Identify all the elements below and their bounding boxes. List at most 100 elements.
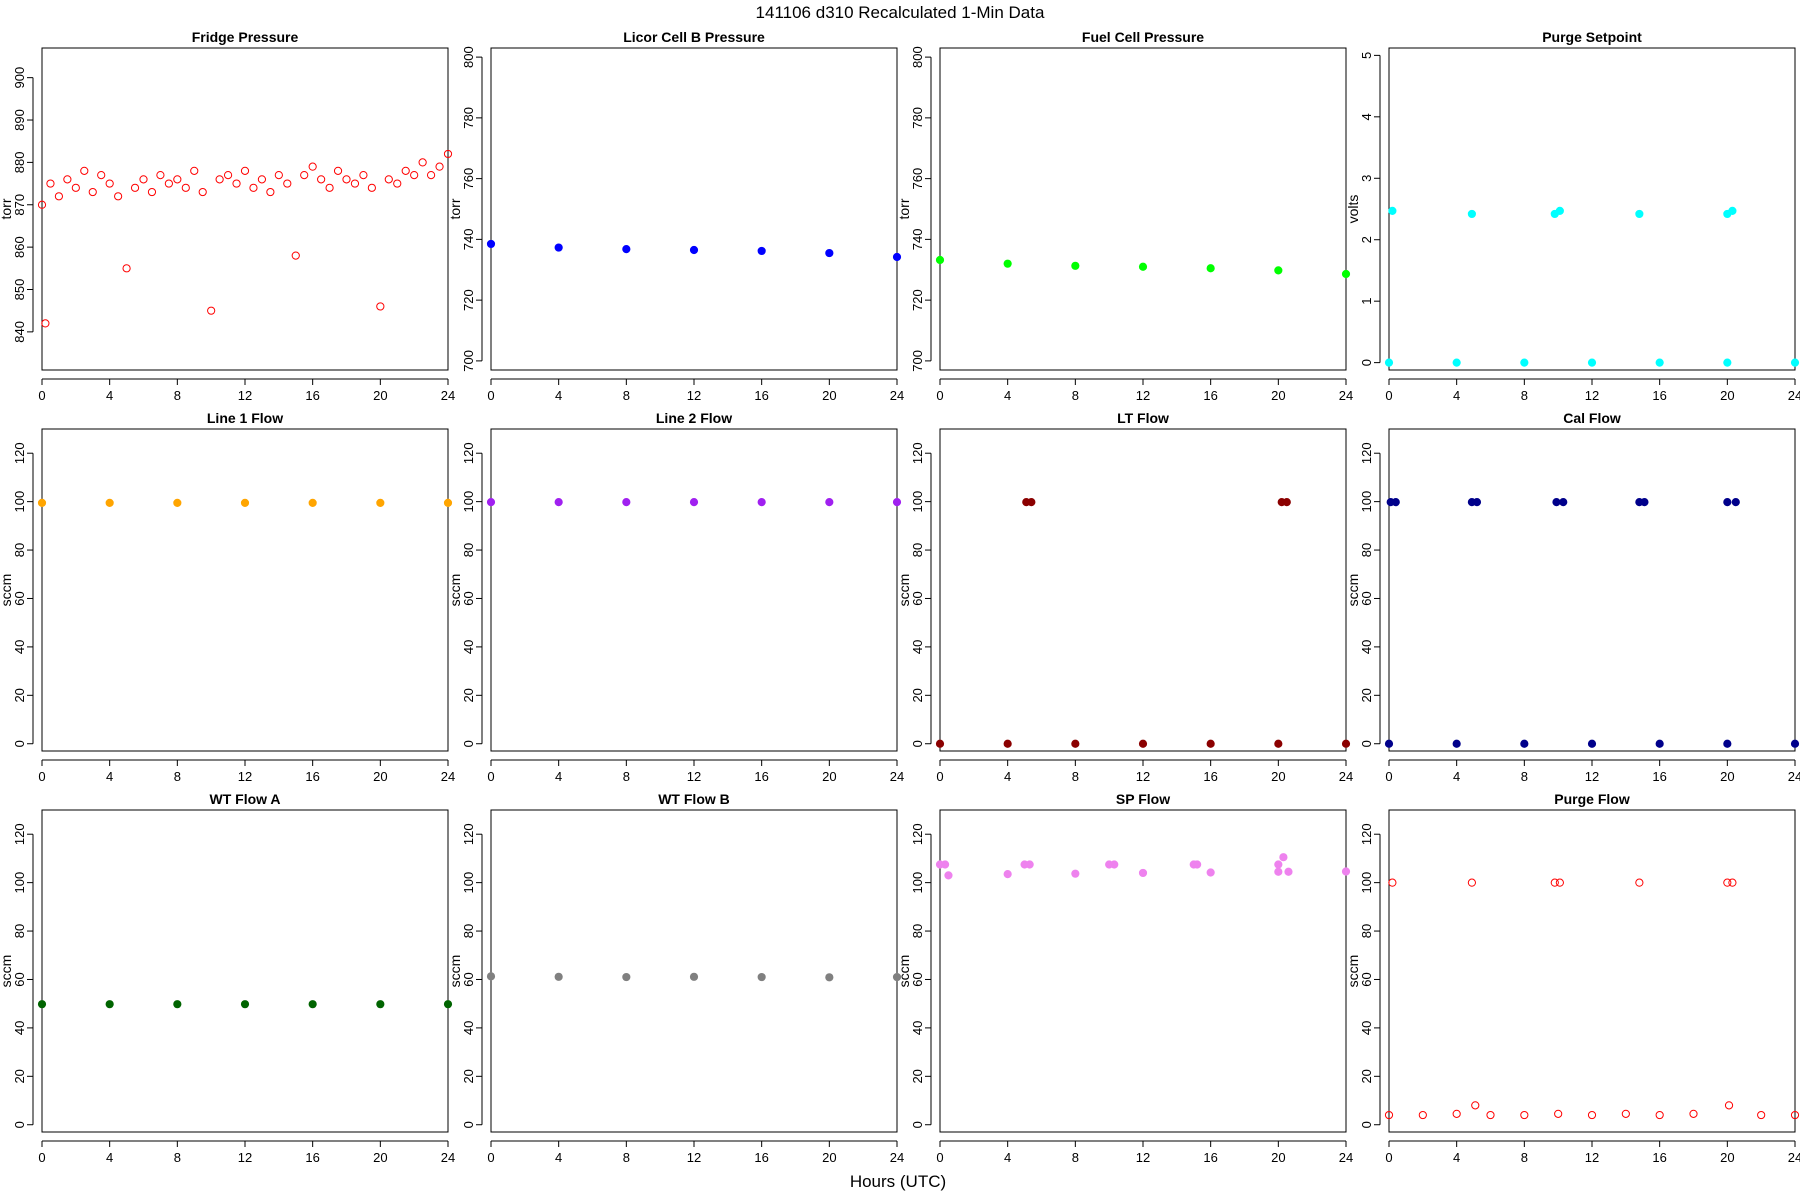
x-tick-label: 4	[106, 1150, 113, 1165]
data-point	[325, 183, 334, 192]
y-tick-label: 40	[461, 1021, 476, 1035]
x-tick-label: 4	[555, 769, 562, 784]
data-point	[1071, 869, 1080, 878]
data-point	[257, 175, 267, 184]
data-point	[1587, 739, 1597, 748]
data-point	[317, 175, 326, 184]
data-point	[1388, 206, 1397, 215]
data-point	[892, 972, 902, 982]
y-axis-label: sccm	[447, 574, 463, 607]
data-point	[1587, 1110, 1597, 1120]
data-point	[1621, 1109, 1630, 1118]
x-tick-label: 12	[1136, 769, 1150, 784]
y-tick-label: 700	[461, 350, 476, 372]
y-tick-label: 80	[910, 543, 925, 557]
x-tick-label: 8	[1072, 1150, 1079, 1165]
y-tick-label: 100	[910, 491, 925, 513]
x-tick-label: 0	[936, 388, 943, 403]
data-point	[105, 179, 114, 188]
y-tick-label: 2	[1359, 236, 1374, 243]
y-tick-label: 780	[461, 107, 476, 129]
data-point	[342, 175, 351, 184]
x-tick-label: 24	[1788, 388, 1800, 403]
x-tick-label: 0	[487, 388, 494, 403]
x-tick-label: 8	[623, 388, 630, 403]
y-tick-label: 840	[12, 321, 27, 343]
y-tick-label: 3	[1359, 175, 1374, 182]
y-tick-label: 780	[910, 107, 925, 129]
data-point	[376, 302, 385, 311]
y-tick-label: 1	[1359, 298, 1374, 305]
y-tick-label: 740	[461, 229, 476, 251]
series-1	[37, 1000, 453, 1009]
y-tick-label: 0	[12, 1121, 27, 1128]
y-axis-label: sccm	[1345, 955, 1361, 988]
data-point	[1452, 358, 1461, 367]
series-1	[486, 498, 902, 507]
y-tick-label: 0	[461, 1121, 476, 1128]
panel-fuel-cell-pressure: Fuel Cell Pressure torr 0 4 8 12 16 20 24 700 720 7…	[896, 29, 1353, 403]
y-tick-label: 60	[12, 591, 27, 605]
data-point	[1635, 209, 1644, 219]
y-tick-label: 60	[461, 972, 476, 986]
data-point	[1388, 878, 1397, 887]
data-point	[1384, 739, 1394, 748]
data-point	[181, 183, 190, 192]
x-tick-label: 8	[174, 769, 181, 784]
panel-title: Line 2 Flow	[656, 410, 732, 426]
panel-title: Fridge Pressure	[192, 29, 299, 45]
x-tick-label: 0	[487, 1150, 494, 1165]
data-point	[1284, 867, 1293, 876]
data-point	[215, 175, 224, 184]
x-tick-label: 16	[754, 388, 768, 403]
data-point	[207, 306, 216, 315]
x-tick-label: 8	[623, 1150, 630, 1165]
plot-frame	[1388, 428, 1796, 752]
plot-frame	[490, 428, 898, 752]
data-point	[401, 166, 410, 175]
x-tick-label: 12	[1585, 769, 1599, 784]
x-tick-label: 12	[238, 1150, 252, 1165]
data-point	[147, 187, 157, 197]
data-point	[88, 187, 97, 197]
data-point	[37, 200, 47, 209]
data-point	[1790, 739, 1800, 748]
x-tick-label: 12	[238, 769, 252, 784]
data-point	[1472, 498, 1482, 507]
x-tick-label: 0	[936, 769, 943, 784]
data-point	[291, 251, 300, 260]
data-point	[105, 1000, 114, 1009]
y-tick-label: 40	[12, 1021, 27, 1035]
data-point	[41, 319, 50, 328]
data-point	[554, 498, 563, 507]
panel-title: Line 1 Flow	[207, 410, 283, 426]
y-tick-label: 120	[1359, 442, 1374, 464]
x-tick-label: 24	[890, 769, 904, 784]
data-point	[435, 162, 444, 171]
data-point	[1554, 1109, 1563, 1118]
y-tick-label: 760	[910, 168, 925, 190]
data-point	[71, 183, 80, 192]
panel-title: Purge Setpoint	[1542, 29, 1642, 45]
x-tick-label: 24	[441, 388, 455, 403]
figure-x-axis-label: Hours (UTC)	[850, 1172, 946, 1191]
data-point	[1555, 206, 1564, 215]
data-point	[266, 187, 275, 197]
y-tick-label: 40	[910, 1021, 925, 1035]
data-point	[350, 179, 360, 188]
x-tick-label: 20	[1720, 388, 1734, 403]
data-point	[554, 972, 563, 981]
data-point	[1391, 498, 1400, 507]
x-tick-label: 24	[1788, 769, 1800, 784]
data-point	[1206, 264, 1215, 273]
data-point	[1723, 498, 1732, 507]
data-point	[232, 179, 241, 188]
plot-frame	[41, 809, 449, 1133]
x-tick-label: 24	[890, 388, 904, 403]
x-tick-label: 4	[555, 1150, 562, 1165]
series-1	[935, 739, 1351, 748]
y-tick-label: 20	[461, 1069, 476, 1083]
data-point	[1138, 868, 1148, 878]
x-tick-label: 8	[1072, 769, 1079, 784]
